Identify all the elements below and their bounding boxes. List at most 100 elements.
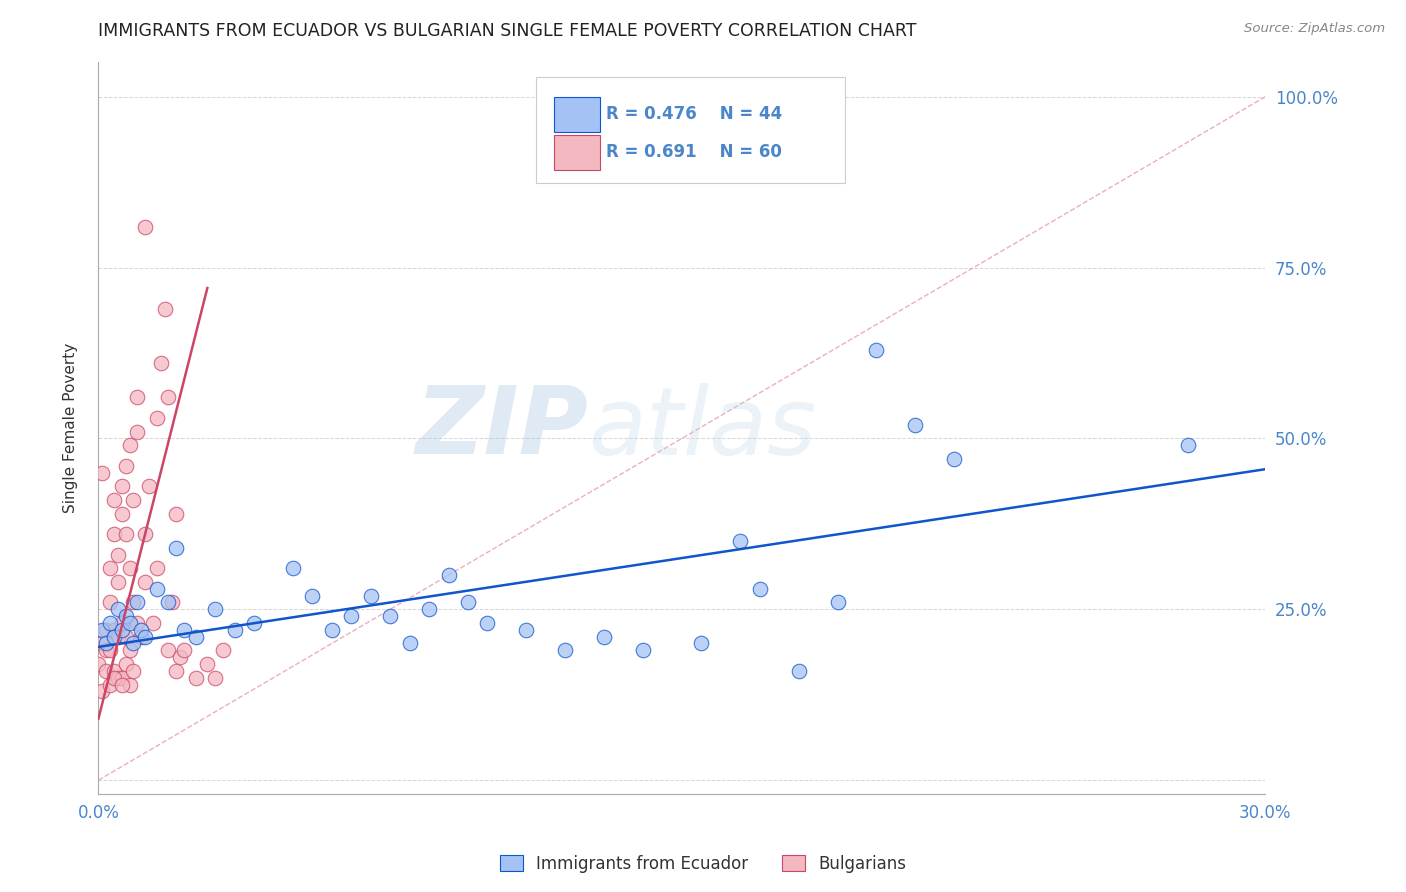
Point — [107, 630, 129, 644]
Point — [103, 527, 125, 541]
Point — [114, 657, 136, 671]
Point — [111, 623, 134, 637]
Point — [114, 527, 136, 541]
Point — [340, 609, 363, 624]
Point — [157, 595, 180, 609]
Point — [146, 411, 169, 425]
Point — [111, 677, 134, 691]
Point — [114, 609, 136, 624]
Point — [114, 458, 136, 473]
Point — [184, 630, 207, 644]
Point — [98, 595, 121, 609]
Point — [437, 568, 460, 582]
Text: R = 0.691    N = 60: R = 0.691 N = 60 — [606, 144, 782, 161]
Point — [138, 479, 160, 493]
Text: R = 0.476    N = 44: R = 0.476 N = 44 — [606, 105, 782, 123]
Point — [96, 636, 118, 650]
Point — [103, 664, 125, 678]
Point — [103, 671, 125, 685]
Text: atlas: atlas — [589, 383, 817, 474]
Point — [107, 574, 129, 589]
Point — [114, 630, 136, 644]
Point — [96, 623, 118, 637]
Y-axis label: Single Female Poverty: Single Female Poverty — [63, 343, 77, 513]
Point — [153, 301, 176, 316]
Point — [118, 561, 141, 575]
Point — [107, 602, 129, 616]
Point — [165, 664, 187, 678]
Point — [204, 671, 226, 685]
Point — [457, 595, 479, 609]
Point — [477, 615, 499, 630]
Point — [593, 630, 616, 644]
Point — [787, 664, 810, 678]
Point — [134, 219, 156, 234]
Point — [418, 602, 440, 616]
Point — [107, 548, 129, 562]
Point — [87, 657, 110, 671]
Point — [127, 425, 149, 439]
Point — [118, 643, 141, 657]
Point — [243, 615, 266, 630]
Point — [118, 677, 141, 691]
Point — [904, 417, 927, 432]
Point — [98, 561, 121, 575]
Point — [212, 643, 235, 657]
Point — [129, 623, 152, 637]
Point — [184, 671, 207, 685]
Point — [173, 643, 195, 657]
Point — [111, 671, 134, 685]
Point — [134, 630, 156, 644]
Point — [98, 677, 121, 691]
FancyBboxPatch shape — [554, 97, 600, 132]
Point — [118, 438, 141, 452]
Point — [204, 602, 226, 616]
Point — [1177, 438, 1199, 452]
Point — [321, 623, 343, 637]
Point — [134, 527, 156, 541]
Point — [515, 623, 537, 637]
Text: IMMIGRANTS FROM ECUADOR VS BULGARIAN SINGLE FEMALE POVERTY CORRELATION CHART: IMMIGRANTS FROM ECUADOR VS BULGARIAN SIN… — [98, 22, 917, 40]
Point — [631, 643, 654, 657]
Point — [748, 582, 770, 596]
Point — [730, 533, 752, 548]
Point — [162, 595, 184, 609]
Point — [301, 589, 323, 603]
FancyBboxPatch shape — [536, 77, 845, 183]
Point — [96, 664, 118, 678]
Point — [149, 356, 172, 370]
Point — [91, 684, 114, 698]
Point — [157, 643, 180, 657]
Point — [224, 623, 246, 637]
Point — [103, 630, 125, 644]
Point — [96, 643, 118, 657]
Point — [127, 595, 149, 609]
Point — [146, 582, 169, 596]
Point — [943, 451, 966, 466]
Point — [103, 492, 125, 507]
Point — [122, 595, 145, 609]
Point — [165, 541, 187, 555]
Point — [122, 636, 145, 650]
Point — [111, 615, 134, 630]
Point — [98, 615, 121, 630]
Point — [360, 589, 382, 603]
Point — [111, 479, 134, 493]
Point — [165, 507, 187, 521]
Point — [378, 609, 402, 624]
Point — [118, 615, 141, 630]
Point — [281, 561, 304, 575]
Point — [129, 630, 152, 644]
Text: ZIP: ZIP — [416, 382, 589, 475]
Point — [91, 466, 114, 480]
Point — [173, 623, 195, 637]
Point — [827, 595, 849, 609]
Point — [865, 343, 887, 357]
FancyBboxPatch shape — [554, 135, 600, 170]
Point — [169, 650, 191, 665]
Point — [122, 492, 145, 507]
Point — [134, 574, 156, 589]
Point — [142, 615, 165, 630]
Point — [195, 657, 218, 671]
Point — [98, 643, 121, 657]
